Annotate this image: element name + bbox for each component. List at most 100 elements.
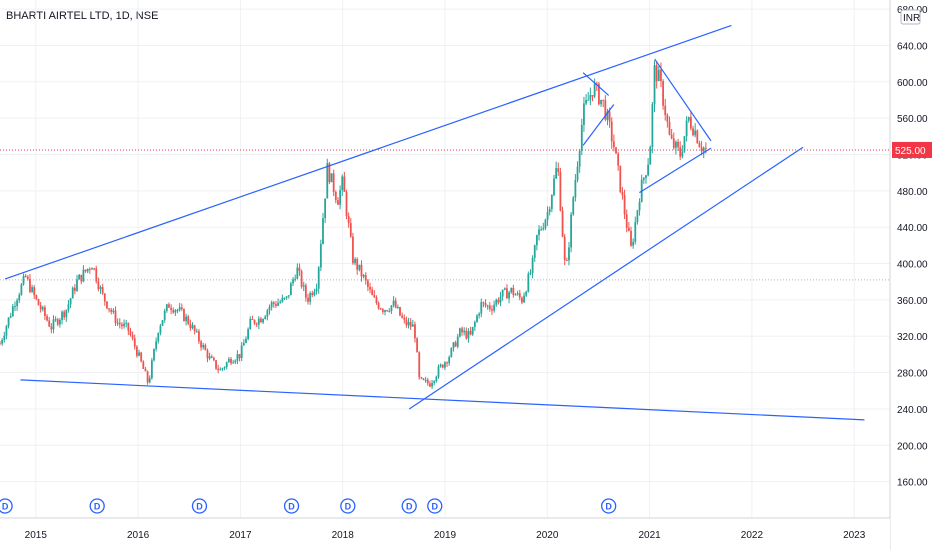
last-price-tag: [892, 141, 932, 158]
candle-body: [514, 294, 517, 296]
candle-body: [307, 297, 309, 302]
candle-body: [176, 309, 179, 311]
candle-body: [501, 289, 504, 297]
candle-body: [572, 197, 575, 215]
candle-body: [287, 295, 290, 297]
candle-body: [35, 295, 38, 300]
dividend-marker: [601, 498, 617, 514]
candle-body: [461, 328, 463, 333]
candle-body: [630, 230, 632, 246]
candle-body: [435, 376, 438, 381]
candle-body: [371, 289, 374, 296]
candle-body: [131, 334, 134, 339]
candle-body: [56, 319, 59, 325]
trendline: [408, 146, 804, 410]
candle-body: [153, 349, 155, 361]
candle-body: [150, 360, 153, 379]
candle-body: [516, 293, 519, 295]
dividend-marker: [401, 498, 417, 514]
candle-body: [486, 305, 489, 307]
candle-body: [518, 293, 521, 298]
candle-body: [187, 316, 190, 324]
y-tick-label: 440.00: [897, 223, 928, 234]
candle-body: [444, 362, 446, 368]
candle-body: [373, 295, 376, 298]
candle-body: [223, 367, 226, 369]
candle-body: [328, 163, 331, 183]
candle-body: [473, 322, 476, 327]
candle-body: [662, 81, 664, 106]
candle-body: [14, 306, 16, 308]
candle-body: [399, 307, 401, 316]
candle-body: [384, 310, 386, 313]
candle-body: [58, 319, 61, 325]
candle-body: [692, 128, 694, 136]
candle-body: [636, 210, 639, 222]
candle-body: [694, 130, 697, 136]
trendline: [639, 147, 712, 194]
candle-body: [702, 147, 705, 152]
candle-body: [523, 295, 525, 303]
candle-body: [210, 356, 213, 358]
candle-body: [416, 338, 419, 353]
candle-body: [208, 356, 211, 359]
candle-body: [191, 325, 194, 329]
candle-body: [9, 316, 12, 318]
dividend-marker-label: D: [288, 502, 295, 512]
candle-body: [148, 378, 151, 383]
candle-body: [480, 302, 483, 314]
candle-body: [450, 348, 453, 358]
x-tick-label: 2018: [332, 530, 355, 541]
y-tick-label: 320.00: [897, 332, 928, 343]
dividend-marker-label: D: [345, 502, 352, 512]
candle-body: [253, 319, 256, 324]
candle-body: [540, 229, 543, 231]
candle-body: [681, 151, 684, 157]
candle-body: [7, 317, 10, 327]
candle-body: [332, 173, 335, 192]
candle-body: [381, 309, 384, 313]
candle-body: [225, 362, 228, 368]
candle-body: [123, 323, 125, 327]
candle-body: [33, 287, 36, 296]
candle-body: [627, 227, 630, 231]
trendline: [582, 72, 610, 96]
dividend-marker-label: D: [2, 502, 9, 512]
candle-body: [73, 287, 76, 291]
candle-body: [375, 297, 378, 303]
candle-body: [352, 236, 354, 264]
candle-body: [71, 287, 74, 299]
candle-body: [285, 296, 288, 298]
candle-body: [482, 302, 485, 304]
candle-body: [531, 257, 534, 274]
trendline: [20, 379, 865, 421]
candle-body: [563, 236, 566, 260]
y-tick-label: 200.00: [897, 441, 928, 452]
candle-body: [555, 168, 558, 179]
candle-body: [497, 299, 500, 303]
candle-body: [138, 352, 140, 356]
candle-body: [270, 302, 273, 307]
candle-body: [583, 103, 585, 125]
candle-body: [544, 219, 547, 229]
candle-body: [687, 117, 690, 121]
dividend-marker-label: D: [605, 502, 612, 512]
candle-body: [97, 281, 100, 290]
candle-body: [512, 287, 515, 295]
candle-body: [341, 176, 344, 191]
time-axis-bg: [0, 518, 890, 550]
candle-body: [311, 293, 314, 296]
candle-body: [529, 273, 532, 275]
candle-body: [112, 310, 115, 312]
candle-body: [99, 287, 102, 290]
candle-body: [76, 279, 78, 291]
candle-body: [666, 115, 669, 122]
candle-body: [140, 352, 143, 362]
candle-body: [144, 368, 147, 372]
candle-body: [696, 130, 699, 143]
candle-body: [390, 305, 393, 312]
candle-body: [29, 278, 31, 292]
candle-body: [499, 296, 502, 303]
candle-body: [133, 338, 136, 347]
